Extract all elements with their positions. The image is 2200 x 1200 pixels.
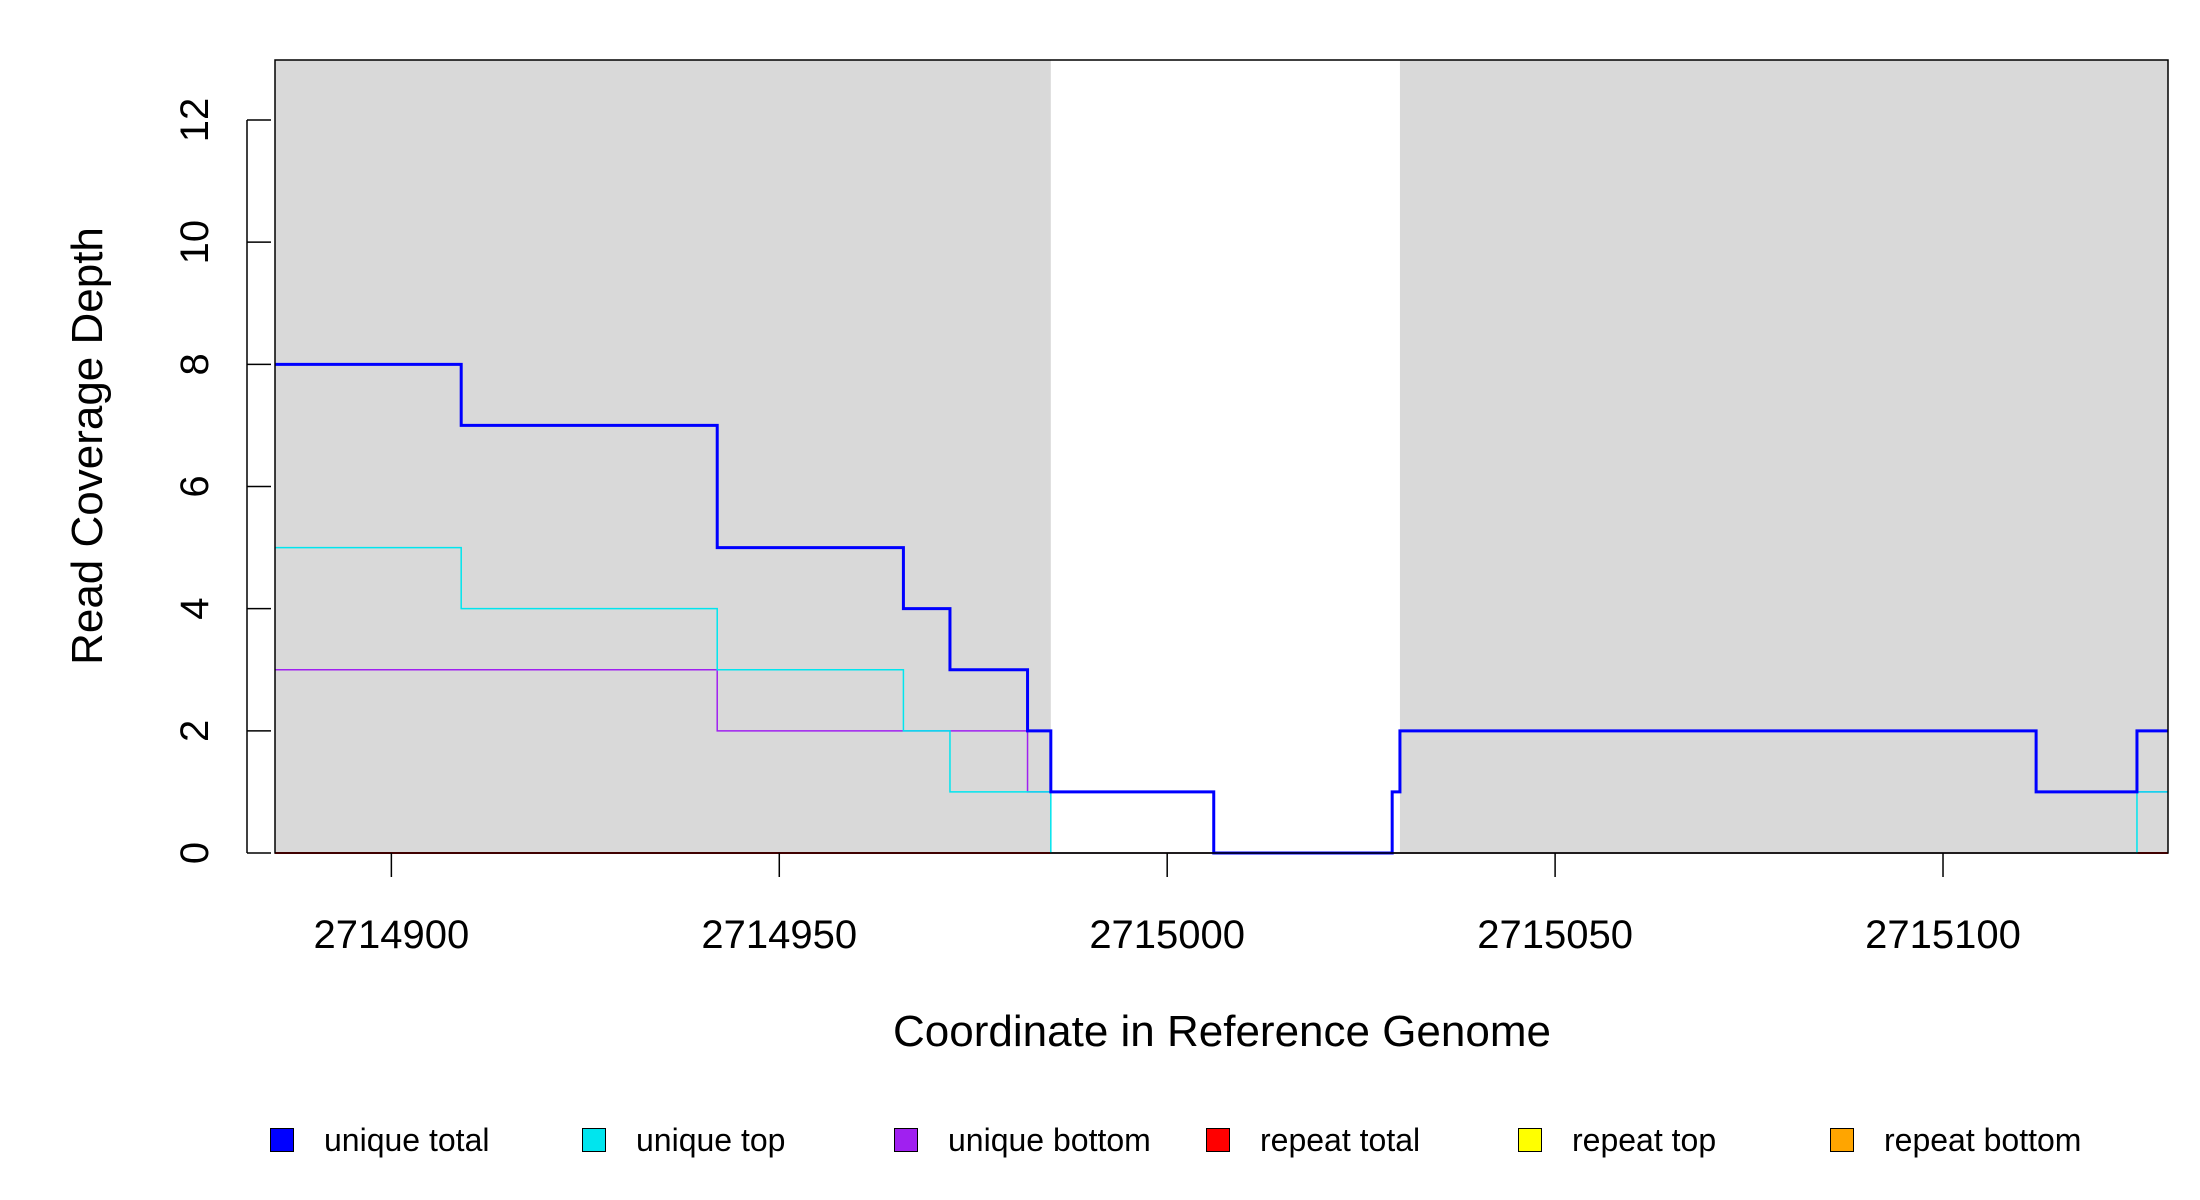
y-axis: 0 2 4 6 8 10 12 xyxy=(173,98,271,864)
legend-item-unique-total: unique total xyxy=(270,1118,489,1162)
legend-label: unique total xyxy=(324,1121,490,1158)
legend-item-unique-bottom: unique bottom xyxy=(894,1118,1151,1162)
legend-item-unique-top: unique top xyxy=(582,1118,785,1162)
x-axis: 2714900 2714950 2715000 2715050 2715100 xyxy=(314,853,2021,957)
x-tick-label: 2714950 xyxy=(701,913,857,957)
legend-item-repeat-total: repeat total xyxy=(1206,1118,1420,1162)
x-tick-label: 2715000 xyxy=(1089,913,1245,957)
series-unique-total xyxy=(275,362,2168,855)
y-axis-label: Read Coverage Depth xyxy=(63,227,112,665)
x-tick-label: 2714900 xyxy=(314,913,470,957)
y-tick-label: 10 xyxy=(173,220,217,265)
legend-label: unique bottom xyxy=(948,1121,1151,1158)
legend: unique total unique top unique bottom repea… xyxy=(0,1118,2200,1162)
plot-frame xyxy=(274,59,2169,854)
legend-item-repeat-bottom: repeat bottom xyxy=(1830,1118,2081,1162)
shaded-region-1 xyxy=(275,60,1051,853)
legend-item-repeat-top: repeat top xyxy=(1518,1118,1716,1162)
shaded-regions xyxy=(275,60,2168,853)
y-tick-label: 2 xyxy=(173,720,217,742)
legend-swatch xyxy=(1206,1128,1230,1152)
shaded-region-2 xyxy=(1399,60,2168,853)
x-axis-label: Coordinate in Reference Genome xyxy=(893,1007,1551,1056)
legend-label: repeat top xyxy=(1572,1121,1717,1158)
legend-swatch xyxy=(1518,1128,1542,1152)
legend-label: unique top xyxy=(636,1121,786,1158)
y-tick-label: 12 xyxy=(173,98,217,143)
y-tick-label: 0 xyxy=(173,842,217,864)
legend-swatch xyxy=(1830,1128,1854,1152)
y-tick-label: 4 xyxy=(173,598,217,620)
y-tick-label: 6 xyxy=(173,475,217,497)
y-tick-label: 8 xyxy=(173,353,217,375)
legend-label: repeat bottom xyxy=(1884,1121,2082,1158)
x-tick-label: 2715050 xyxy=(1477,913,1633,957)
x-tick-label: 2715100 xyxy=(1865,913,2021,957)
legend-label: repeat total xyxy=(1260,1121,1421,1158)
legend-swatch xyxy=(582,1128,606,1152)
legend-swatch xyxy=(270,1128,294,1152)
legend-swatch xyxy=(894,1128,918,1152)
